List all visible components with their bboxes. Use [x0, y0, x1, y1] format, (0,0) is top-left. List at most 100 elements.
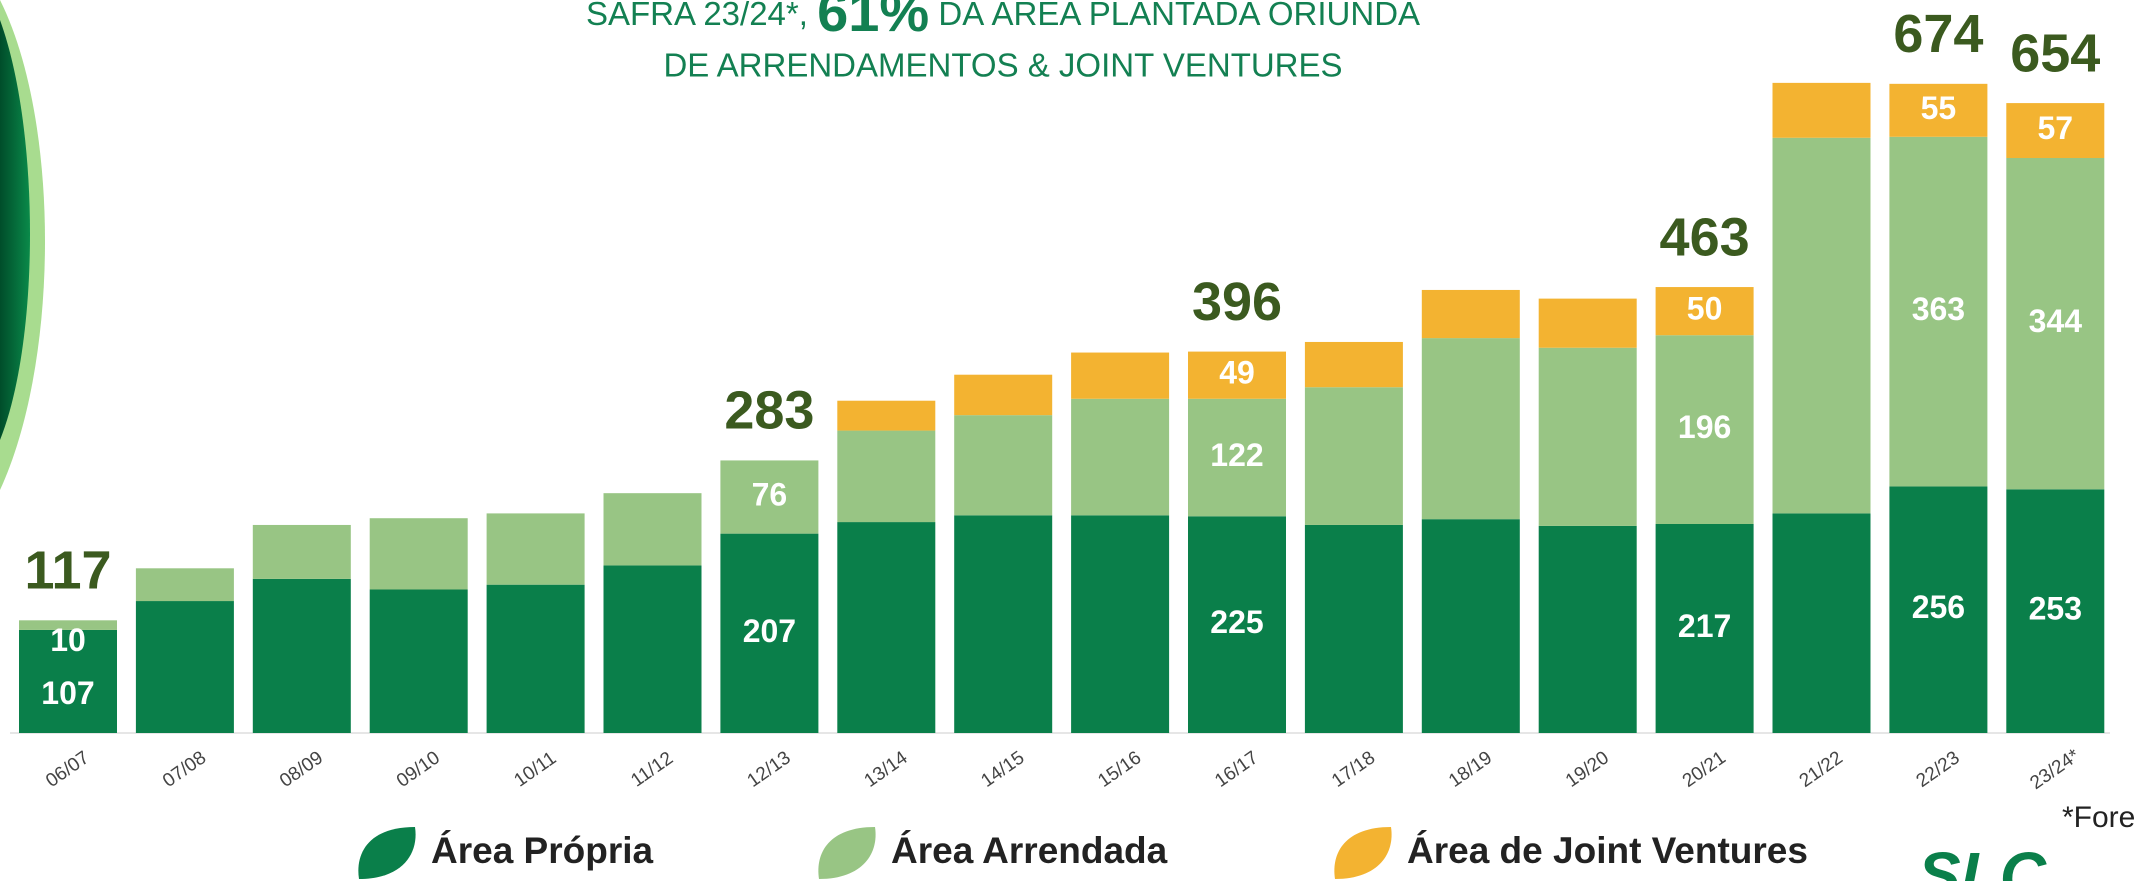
bar-segment [486, 584, 585, 733]
data-label: 253 [2029, 591, 2082, 627]
bar-segment [1655, 287, 1754, 336]
bar-segment [19, 620, 117, 630]
total-label: 654 [2010, 23, 2100, 83]
bar-segment [1772, 82, 1871, 138]
data-label: 256 [1912, 589, 1965, 625]
data-label: 50 [1687, 291, 1723, 327]
title-part: SAFRA 23/24*, [586, 0, 817, 32]
bar-segment [1538, 298, 1637, 348]
bar-segment [1071, 398, 1170, 516]
legend-swatch [1334, 827, 1392, 879]
logo: SLC [1918, 839, 2047, 881]
x-tick-label: 18/19 [1445, 747, 1496, 791]
bar-segment [1188, 351, 1286, 399]
data-label: 57 [2038, 110, 2074, 146]
decor-arc-inner [0, 20, 30, 440]
x-tick-label: 22/23 [1913, 747, 1964, 791]
data-label: 55 [1921, 90, 1957, 126]
total-label: 674 [1893, 4, 1983, 64]
x-tick-label: 13/14 [861, 747, 912, 792]
x-tick-label: 21/22 [1796, 747, 1847, 791]
bar-segment [2006, 103, 2105, 158]
data-label: 217 [1678, 608, 1731, 644]
x-tick-label: 08/09 [276, 747, 327, 791]
bar-segment [252, 578, 351, 733]
bar-segment [486, 513, 585, 585]
data-label: 225 [1210, 604, 1263, 640]
x-tick-label: 17/18 [1328, 747, 1379, 791]
x-tick-label: 23/24* [2026, 745, 2084, 794]
bar-segment [1304, 341, 1403, 388]
x-tick-label: 15/16 [1094, 747, 1145, 791]
x-tick-label: 09/10 [393, 747, 444, 791]
title-highlight: 61% [817, 0, 929, 43]
x-tick-label: 14/15 [977, 747, 1028, 791]
bar-segment [252, 524, 351, 579]
footnote: *Fore [2062, 801, 2135, 834]
data-label: 107 [41, 675, 94, 711]
bar-segment [1655, 523, 1754, 733]
title-part: DA ÁREA PLANTADA ORIUNDA [929, 0, 1420, 32]
data-label: 344 [2029, 303, 2083, 339]
bar-segment [369, 589, 468, 733]
bar-segment [1304, 524, 1403, 733]
x-tick-label: 20/21 [1679, 747, 1730, 791]
legend-label: Área Própria [431, 830, 654, 871]
legend-label: Área Arrendada [891, 830, 1168, 871]
bar-segment [954, 374, 1053, 416]
bar-segment [1538, 347, 1637, 526]
bar-segment [19, 629, 117, 733]
legend-swatch [818, 827, 876, 879]
bar-segment [135, 601, 234, 733]
bar-segment [369, 518, 468, 590]
x-tick-label: 10/11 [510, 748, 560, 792]
bar-segment [837, 430, 936, 523]
total-label: 283 [724, 381, 814, 441]
bar-segment [1889, 83, 1988, 137]
bar-segment [603, 493, 702, 566]
x-tick-label: 16/17 [1211, 747, 1262, 791]
total-label: 117 [24, 541, 111, 601]
bar-segment [2006, 157, 2105, 490]
data-label: 49 [1219, 355, 1255, 391]
bar-segment [1421, 519, 1520, 733]
legend-swatch [358, 827, 416, 879]
bar-segment [1421, 289, 1520, 339]
total-label: 463 [1660, 207, 1750, 267]
x-tick-label: 12/13 [744, 747, 795, 791]
x-tick-label: 06/07 [42, 747, 93, 791]
chart-title: SAFRA 23/24*, 61% DA ÁREA PLANTADA ORIUN… [586, 0, 1420, 43]
x-tick-label: 11/12 [627, 748, 677, 792]
bar-segment [1772, 137, 1871, 514]
x-tick-label: 07/08 [159, 747, 210, 791]
bar-segment [1889, 486, 1988, 733]
bar-segment [837, 400, 936, 431]
bar-segment [1188, 398, 1286, 517]
bar-segment [1538, 525, 1637, 733]
bar-segment [1304, 387, 1403, 525]
data-label: 196 [1678, 409, 1731, 445]
data-label: 207 [743, 613, 796, 649]
data-label: 363 [1912, 291, 1965, 327]
bar-segment [720, 533, 819, 733]
legend-label: Área de Joint Ventures [1407, 830, 1808, 871]
data-label: 122 [1210, 437, 1263, 473]
bar-segment [1071, 352, 1170, 399]
bar-segment [954, 415, 1053, 516]
bar-segment [1772, 513, 1871, 733]
bar-segment [837, 522, 936, 733]
bar-segment [954, 515, 1053, 733]
x-tick-label: 19/20 [1562, 747, 1613, 791]
bar-segment [720, 460, 819, 534]
bar-segment [2006, 489, 2105, 733]
bar-segment [1421, 338, 1520, 520]
bar-segment [1071, 515, 1170, 733]
data-label: 76 [752, 476, 788, 512]
bar-segment [1889, 136, 1988, 487]
data-label: 10 [50, 622, 86, 658]
bar-segment [1188, 516, 1286, 733]
chart-title: DE ARRENDAMENTOS & JOINT VENTURES [663, 47, 1342, 84]
bar-segment [1655, 335, 1754, 524]
total-label: 396 [1192, 272, 1282, 332]
